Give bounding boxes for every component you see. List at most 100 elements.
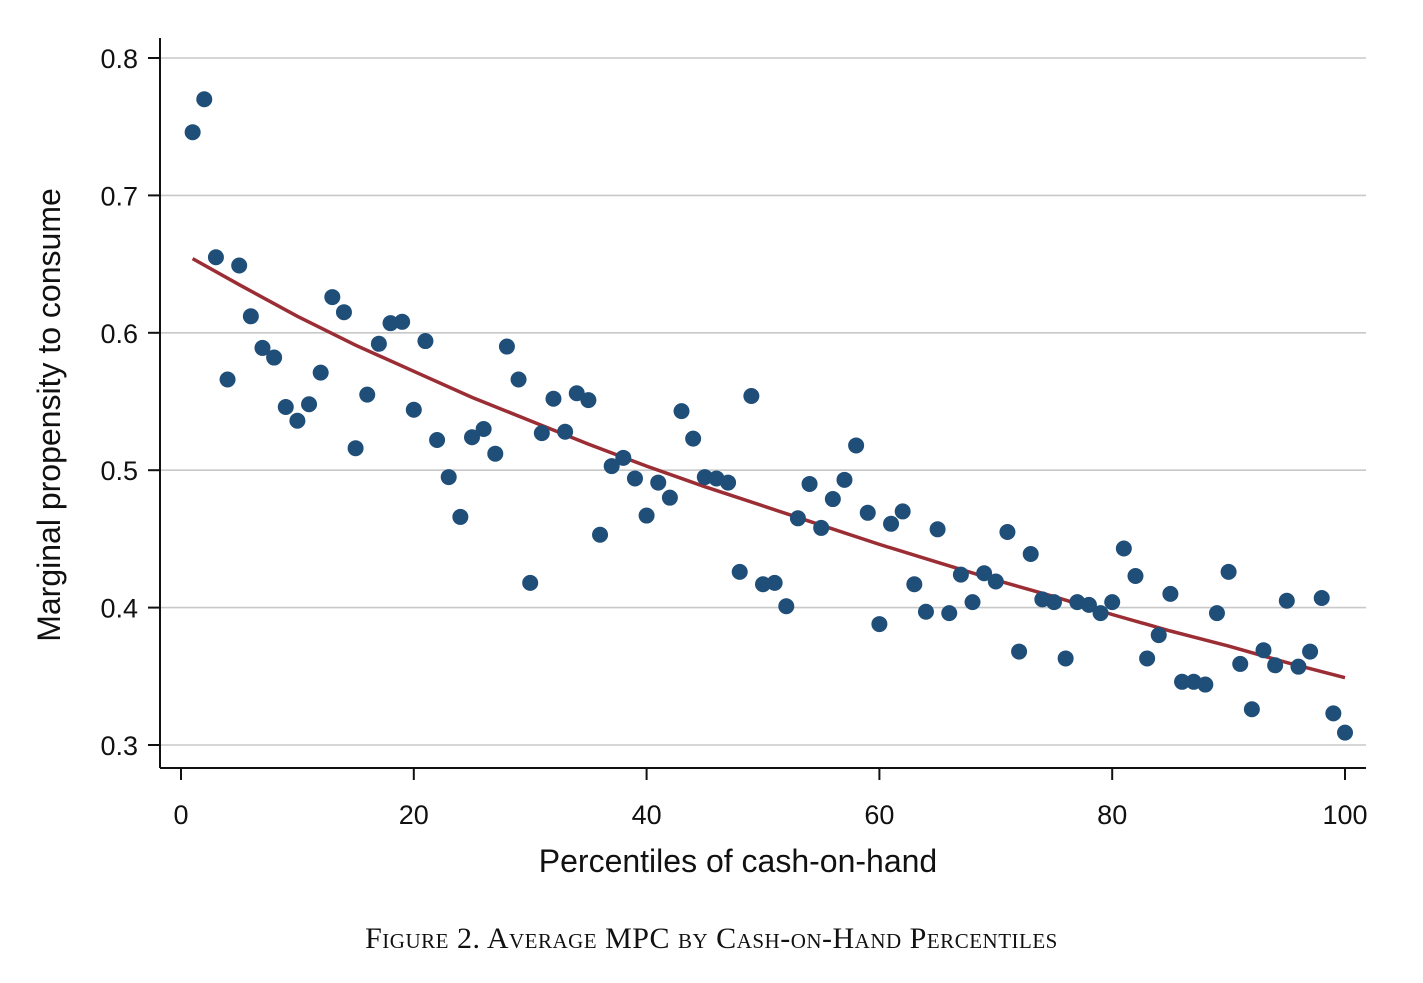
y-tick-label: 0.5 — [100, 456, 138, 486]
data-point — [1104, 594, 1121, 611]
data-point — [964, 594, 981, 611]
data-point — [603, 458, 620, 475]
y-tick-label: 0.4 — [100, 594, 138, 624]
data-point — [1255, 642, 1272, 659]
fitted-curve — [191, 257, 1346, 680]
data-point — [592, 526, 609, 543]
data-point — [184, 124, 201, 141]
data-point — [976, 565, 993, 582]
data-point — [312, 364, 329, 381]
data-point — [1290, 658, 1307, 675]
data-point — [883, 515, 900, 532]
data-point — [1139, 650, 1156, 667]
y-tick-label: 0.3 — [100, 731, 138, 761]
x-tick-label: 60 — [864, 800, 894, 830]
data-point — [1057, 650, 1074, 667]
data-point — [743, 388, 760, 405]
data-point — [487, 445, 504, 462]
data-point — [685, 430, 702, 447]
data-point — [626, 470, 643, 487]
data-point — [289, 412, 306, 429]
x-tick-label: 40 — [632, 800, 662, 830]
data-point — [1150, 627, 1167, 644]
data-point — [498, 338, 515, 355]
data-point — [429, 431, 446, 448]
data-point — [894, 503, 911, 520]
data-point — [929, 521, 946, 538]
data-point — [731, 563, 748, 580]
scatter-chart: 0.3 0.4 0.5 0.6 0.7 0.8 0 20 40 60 80 100 Percentil… — [31, 38, 1368, 879]
data-point — [696, 469, 713, 486]
data-point — [440, 469, 457, 486]
data-point — [231, 257, 248, 274]
data-point — [370, 335, 387, 352]
y-tick-label: 0.6 — [100, 319, 138, 349]
data-point — [1267, 657, 1284, 674]
fitted-line — [191, 257, 1346, 680]
data-point — [196, 91, 213, 108]
data-point — [405, 401, 422, 418]
data-point — [359, 386, 376, 403]
data-point — [452, 508, 469, 525]
data-point — [1162, 585, 1179, 602]
data-point — [871, 616, 888, 633]
axes — [159, 38, 1366, 769]
data-point — [813, 519, 830, 536]
data-point — [1011, 643, 1028, 660]
data-point — [650, 474, 667, 491]
data-point — [475, 420, 492, 437]
data-point — [1092, 605, 1109, 622]
data-point — [1115, 540, 1132, 557]
data-point — [277, 398, 294, 415]
data-point — [1232, 655, 1249, 672]
data-point — [906, 576, 923, 593]
data-point — [242, 308, 259, 325]
data-point — [824, 491, 841, 508]
data-point — [755, 576, 771, 593]
data-point — [778, 598, 795, 615]
data-point — [720, 474, 737, 491]
data-point — [999, 524, 1016, 541]
data-point — [347, 440, 364, 457]
x-tick-label: 100 — [1322, 800, 1367, 830]
data-points — [184, 91, 1353, 741]
data-point — [801, 475, 818, 492]
data-point — [1313, 589, 1330, 606]
data-point — [382, 315, 399, 332]
data-point — [207, 249, 224, 266]
x-tick-label: 20 — [399, 800, 429, 830]
data-point — [1022, 546, 1039, 563]
y-tick-label: 0.8 — [100, 44, 138, 74]
data-point — [1127, 567, 1144, 584]
data-point — [1080, 596, 1097, 613]
data-point — [615, 449, 632, 466]
data-point — [219, 371, 236, 388]
data-point — [1046, 594, 1062, 611]
data-point — [836, 471, 853, 488]
gridlines — [160, 57, 1366, 746]
data-point — [301, 396, 318, 413]
data-point — [789, 510, 806, 527]
tick-labels: 0.3 0.4 0.5 0.6 0.7 0.8 0 20 40 60 80 100 — [100, 44, 1367, 830]
data-point — [848, 437, 865, 454]
data-point — [324, 289, 341, 306]
data-point — [1220, 563, 1237, 580]
data-point — [568, 385, 585, 402]
data-point — [1302, 643, 1319, 660]
data-point — [661, 489, 678, 506]
data-point — [335, 304, 352, 321]
data-point — [533, 425, 550, 442]
data-point — [545, 390, 562, 407]
data-point — [464, 429, 480, 446]
data-point — [1325, 705, 1342, 722]
data-point — [766, 574, 783, 591]
data-point — [673, 403, 690, 420]
data-point — [917, 603, 934, 620]
data-point — [941, 605, 958, 622]
data-point — [522, 574, 539, 591]
y-tick-label: 0.7 — [100, 181, 138, 211]
x-axis-title: Percentiles of cash-on-hand — [539, 843, 937, 879]
data-point — [1174, 673, 1191, 690]
data-point — [638, 507, 655, 524]
x-tick-label: 0 — [173, 800, 188, 830]
